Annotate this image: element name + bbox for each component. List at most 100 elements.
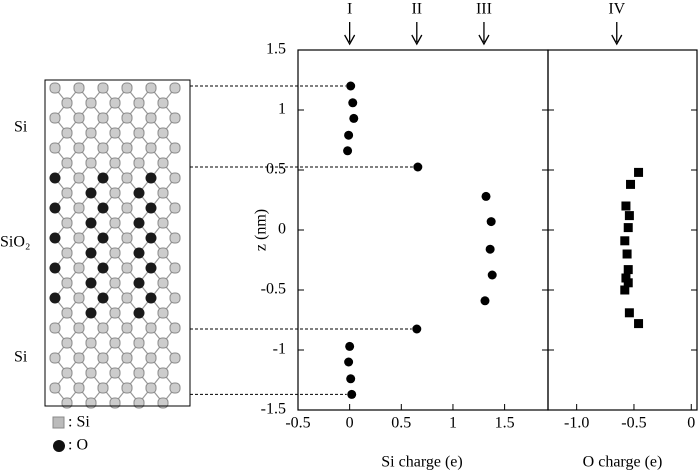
- data-point: [621, 201, 631, 211]
- data-point: [486, 217, 496, 227]
- o-atom: [49, 292, 61, 304]
- si-atom: [85, 127, 97, 139]
- data-point: [347, 389, 357, 399]
- si-atom: [169, 202, 181, 214]
- si-atom: [73, 262, 85, 274]
- o-atom: [133, 187, 145, 199]
- si-atom: [73, 82, 85, 94]
- si-atom: [121, 292, 133, 304]
- x-tick-label: -0.5: [621, 415, 646, 432]
- o-atom: [145, 262, 157, 274]
- o-atom: [145, 292, 157, 304]
- data-point: [348, 98, 358, 108]
- si-atom: [109, 187, 121, 199]
- si-atom: [61, 367, 73, 379]
- si-atom: [157, 307, 169, 319]
- y-tick-label: -1: [273, 341, 286, 358]
- si-atom: [121, 202, 133, 214]
- y-tick-label: -1.5: [261, 401, 286, 418]
- data-point: [485, 244, 495, 254]
- si-atom: [61, 157, 73, 169]
- si-atom: [169, 262, 181, 274]
- si-atom: [97, 382, 109, 394]
- o-atom: [85, 217, 97, 229]
- data-point: [345, 341, 355, 351]
- annotation-arrowhead: [478, 34, 490, 46]
- si-atom: [85, 97, 97, 109]
- si-atom: [145, 142, 157, 154]
- data-point: [620, 236, 630, 246]
- si-atom: [157, 127, 169, 139]
- si-atom: [109, 367, 121, 379]
- si-atom: [169, 232, 181, 244]
- o-atom: [49, 172, 61, 184]
- annotation-label: IV: [608, 1, 625, 18]
- o-atom: [133, 277, 145, 289]
- si-atom: [121, 352, 133, 364]
- si-atom: [157, 157, 169, 169]
- data-point: [413, 162, 423, 172]
- data-point: [481, 191, 491, 201]
- o-atom: [85, 307, 97, 319]
- si-atom: [121, 232, 133, 244]
- data-point: [626, 179, 636, 189]
- si-atom: [145, 112, 157, 124]
- si-atom: [73, 292, 85, 304]
- y-tick-label: 1: [278, 101, 286, 118]
- si-atom: [73, 202, 85, 214]
- si-atom: [109, 337, 121, 349]
- y-tick-label: 0: [278, 221, 286, 238]
- si-atom: [121, 322, 133, 334]
- si-atom: [121, 262, 133, 274]
- o-atom: [145, 232, 157, 244]
- data-point: [349, 113, 359, 123]
- data-point: [621, 273, 631, 283]
- si-atom: [49, 322, 61, 334]
- si-atom: [169, 112, 181, 124]
- si-atom: [157, 217, 169, 229]
- si-atom: [61, 97, 73, 109]
- x-tick-label: -1.0: [564, 415, 589, 432]
- si-atom: [109, 277, 121, 289]
- si-atom: [157, 277, 169, 289]
- data-point: [634, 319, 644, 329]
- si-atom: [169, 292, 181, 304]
- si-atom: [121, 142, 133, 154]
- si-atom: [61, 217, 73, 229]
- x-axis-label: O charge (e): [583, 454, 663, 471]
- o-atom: [85, 277, 97, 289]
- si-atom: [109, 97, 121, 109]
- data-point: [412, 324, 422, 334]
- x-tick-label: 1: [449, 415, 457, 432]
- si-atom: [109, 127, 121, 139]
- data-point: [620, 285, 630, 295]
- legend-si-marker: [52, 416, 65, 429]
- si-atom: [49, 382, 61, 394]
- si-atom: [145, 382, 157, 394]
- structure-frame: [44, 79, 191, 407]
- y-tick-label: 1.5: [266, 41, 286, 58]
- y-tick-label: -0.5: [261, 281, 286, 298]
- o-atom: [97, 172, 109, 184]
- plot-frame: [297, 49, 549, 411]
- si-atom: [85, 337, 97, 349]
- si-atom: [157, 367, 169, 379]
- si-atom: [157, 187, 169, 199]
- si-atom: [73, 382, 85, 394]
- o-atom: [49, 202, 61, 214]
- si-atom: [109, 217, 121, 229]
- o-atom: [133, 307, 145, 319]
- si-atom: [169, 82, 181, 94]
- si-atom: [73, 112, 85, 124]
- data-point: [487, 270, 497, 280]
- o-atom: [85, 247, 97, 259]
- si-atom: [169, 142, 181, 154]
- x-tick-label: 0: [346, 415, 354, 432]
- si-atom: [49, 352, 61, 364]
- data-point: [623, 278, 633, 288]
- legend-label: : O: [68, 437, 88, 454]
- data-point: [344, 130, 354, 140]
- o-atom: [133, 217, 145, 229]
- data-point: [624, 211, 634, 221]
- data-point: [623, 223, 633, 233]
